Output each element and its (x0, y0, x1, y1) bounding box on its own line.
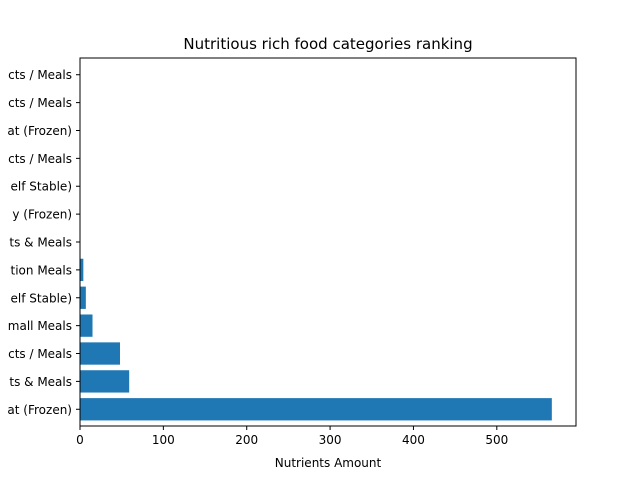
bar (80, 286, 86, 309)
bars-group (80, 63, 552, 421)
x-ticks: 0 100 200 300 400 500 (76, 426, 508, 447)
y-tick-label: cts / Meals (8, 152, 72, 166)
y-tick-label: at (Frozen) (7, 403, 72, 417)
bar (80, 342, 121, 365)
y-tick-label: cts / Meals (8, 347, 72, 361)
chart-title: Nutritious rich food categories ranking (183, 35, 472, 53)
y-tick-label: ts & Meals (9, 375, 72, 389)
x-axis-label: Nutrients Amount (275, 456, 382, 470)
y-tick-label: ts & Meals (9, 236, 72, 250)
y-tick-label: cts / Meals (8, 68, 72, 82)
x-tick-label: 300 (319, 433, 342, 447)
y-tick-label: elf Stable) (11, 180, 72, 194)
bar (80, 398, 552, 421)
bar (80, 314, 93, 337)
x-tick-label: 500 (485, 433, 508, 447)
y-tick-label: tion Meals (11, 263, 72, 277)
x-tick-label: 400 (402, 433, 425, 447)
plot-frame (79, 57, 577, 427)
y-tick-label: at (Frozen) (7, 124, 72, 138)
x-tick-label: 0 (76, 433, 84, 447)
x-tick-label: 200 (235, 433, 258, 447)
y-tick-label: cts / Meals (8, 96, 72, 110)
y-tick-label: y (Frozen) (12, 208, 72, 222)
bar (80, 370, 130, 393)
y-tick-label: mall Meals (8, 319, 72, 333)
bar (80, 258, 84, 282)
x-tick-label: 100 (152, 433, 175, 447)
y-tick-labels: at (Frozen) ts & Meals cts / Meals mall Mea… (7, 68, 80, 417)
y-tick-label: elf Stable) (11, 291, 72, 305)
